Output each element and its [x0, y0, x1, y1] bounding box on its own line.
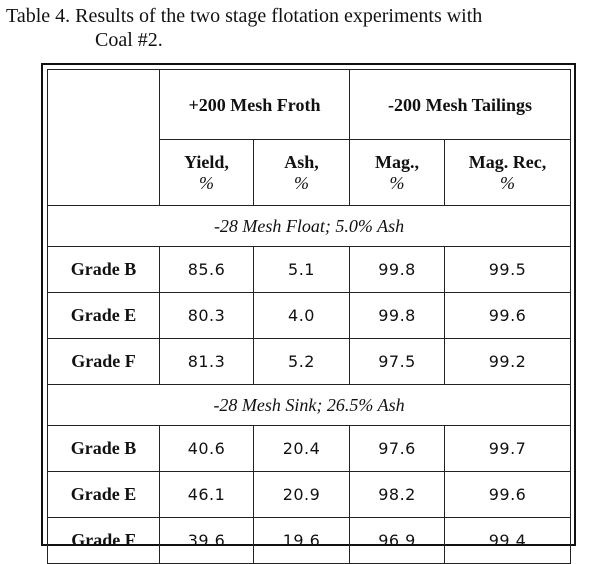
row-label: Grade E [47, 292, 160, 339]
column-header-mag-rec: Mag. Rec, % [444, 139, 572, 206]
column-header-ash: Ash, % [252, 139, 351, 206]
froth-group-header: +200 Mesh Froth [158, 69, 351, 140]
cell-yield: 46.1 [159, 471, 254, 518]
cell-mag-rec: 99.6 [444, 471, 572, 518]
column-unit: % [500, 172, 516, 193]
cell-mag-rec: 99.6 [444, 292, 572, 339]
cell-mag: 99.8 [349, 292, 446, 339]
cell-mag: 98.2 [349, 471, 446, 518]
cell-ash: 20.9 [252, 471, 351, 518]
column-unit: % [294, 172, 309, 193]
cell-mag: 97.5 [349, 338, 446, 385]
row-label: Grade B [47, 246, 160, 293]
cell-mag-rec: 99.7 [444, 425, 572, 472]
column-unit: % [199, 172, 214, 193]
table-row: Grade B 85.6 5.1 99.8 99.5 [47, 246, 572, 293]
cell-yield: 39.6 [159, 517, 254, 564]
section-row-float: -28 Mesh Float; 5.0% Ash [46, 205, 572, 247]
column-label: Yield, [184, 151, 229, 172]
row-label: Grade F [47, 517, 160, 564]
results-table-frame: +200 Mesh Froth -200 Mesh Tailings Yield… [41, 63, 576, 564]
column-label: Ash, [284, 151, 319, 172]
caption-line-1: Table 4. Results of the two stage flotat… [6, 5, 483, 27]
cell-mag-rec: 99.4 [444, 517, 572, 564]
table-row: Grade E 46.1 20.9 98.2 99.6 [47, 471, 572, 518]
cell-mag-rec: 99.5 [444, 246, 572, 293]
column-header-mag: Mag., % [349, 139, 446, 206]
cell-ash: 5.1 [252, 246, 351, 293]
table-caption: Table 4. Results of the two stage flotat… [6, 4, 586, 52]
section-row-sink: -28 Mesh Sink; 26.5% Ash [46, 384, 572, 426]
section-title: -28 Mesh Float; 5.0% Ash [46, 205, 572, 247]
section-title: -28 Mesh Sink; 26.5% Ash [46, 384, 572, 426]
column-header-row: Yield, % Ash, % Mag., % Mag. Rec, % [48, 139, 572, 206]
cell-ash: 5.2 [252, 338, 351, 385]
tailings-group-header: -200 Mesh Tailings [349, 69, 572, 140]
column-label: Mag., [375, 151, 420, 172]
column-label: Mag. Rec, [468, 151, 547, 172]
cell-mag: 97.6 [349, 425, 446, 472]
corner-cell [47, 69, 160, 206]
cell-yield: 81.3 [159, 338, 254, 385]
group-header-row: +200 Mesh Froth -200 Mesh Tailings [47, 69, 572, 206]
cell-ash: 19.6 [252, 517, 351, 564]
cell-mag-rec: 99.2 [444, 338, 572, 385]
cell-yield: 40.6 [159, 425, 254, 472]
cell-mag: 96.9 [349, 517, 446, 564]
column-header-yield: Yield, % [159, 139, 254, 206]
row-label: Grade E [47, 471, 160, 518]
table-row: Grade B 40.6 20.4 97.6 99.7 [47, 425, 572, 472]
table-row: Grade F 81.3 5.2 97.5 99.2 [47, 338, 572, 385]
row-label: Grade B [47, 425, 160, 472]
cell-yield: 85.6 [159, 246, 254, 293]
column-unit: % [389, 172, 405, 193]
table-row: Grade E 80.3 4.0 99.8 99.6 [47, 292, 572, 339]
results-table: +200 Mesh Froth -200 Mesh Tailings Yield… [46, 69, 572, 564]
row-label: Grade F [47, 338, 160, 385]
table-row: Grade F 39.6 19.6 96.9 99.4 [47, 517, 572, 564]
cell-yield: 80.3 [159, 292, 254, 339]
cell-mag: 99.8 [349, 246, 446, 293]
cell-ash: 20.4 [252, 425, 351, 472]
cell-ash: 4.0 [252, 292, 351, 339]
caption-line-2: Coal #2. [95, 29, 163, 51]
